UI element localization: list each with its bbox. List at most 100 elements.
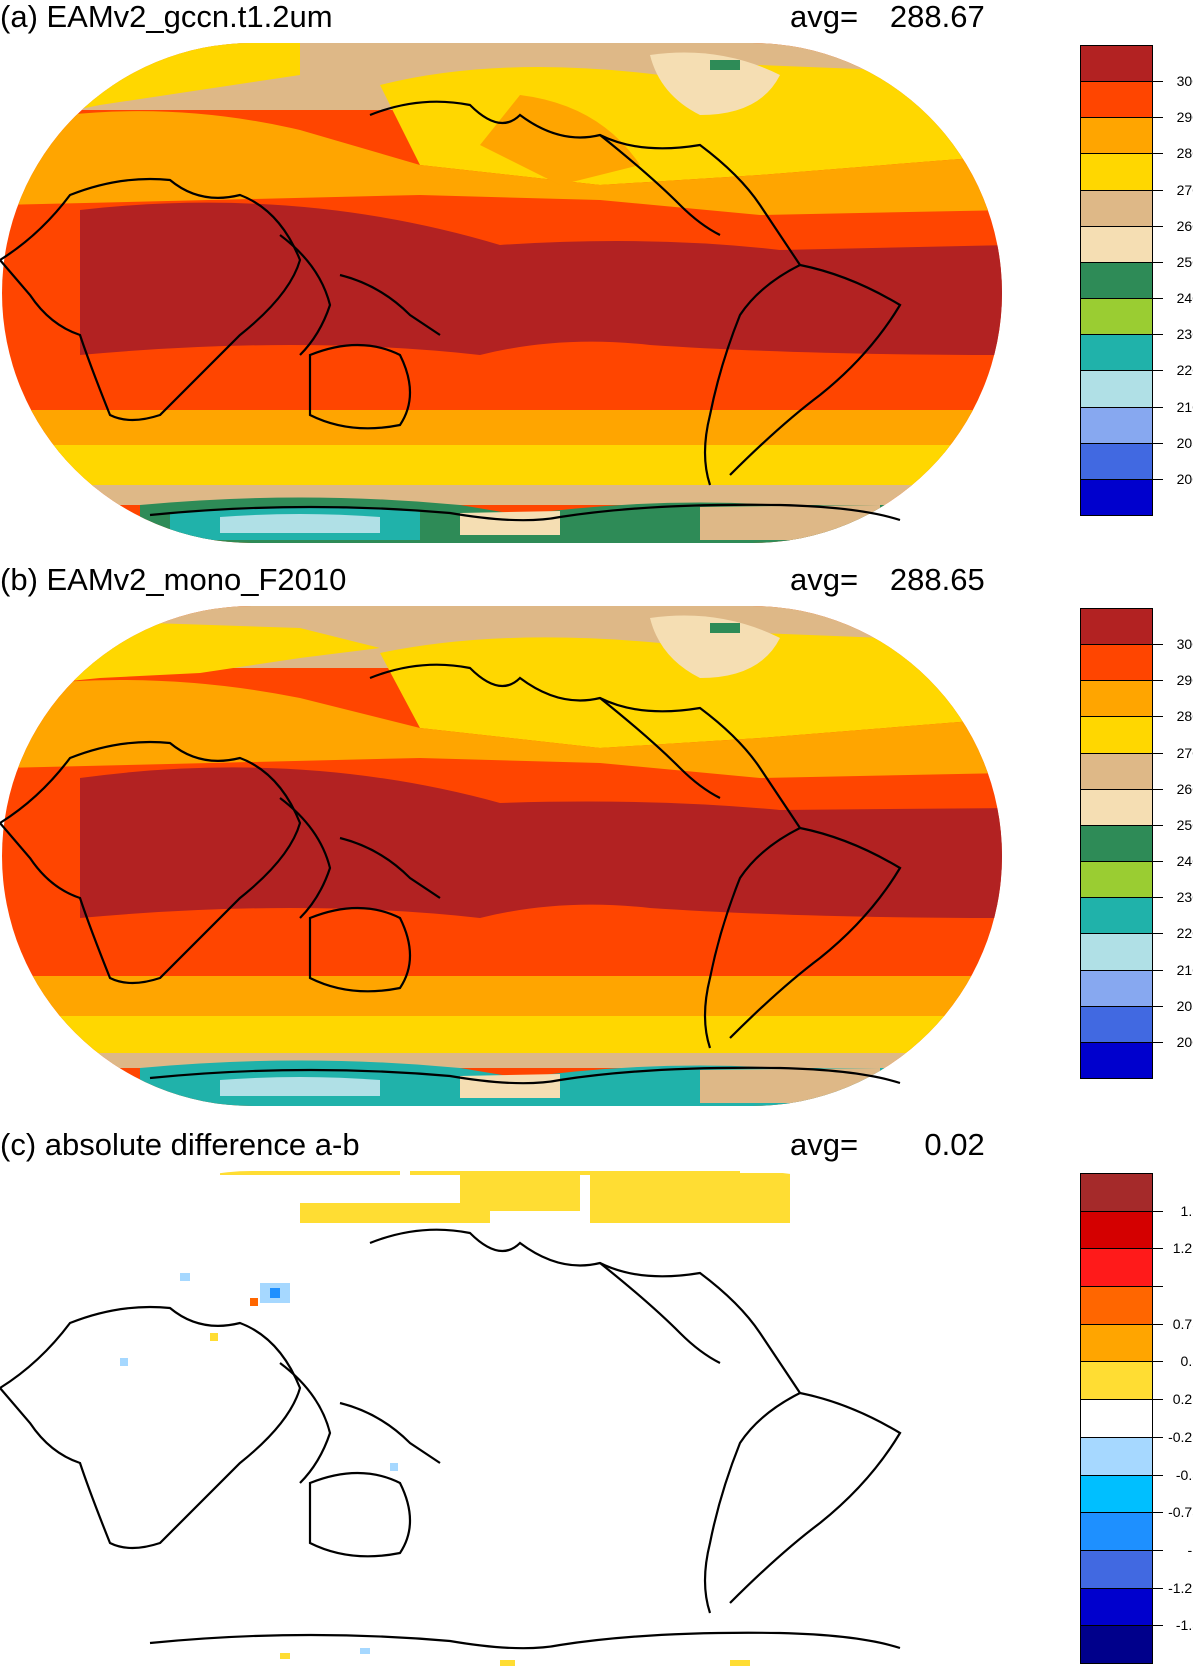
coastlines <box>0 1228 902 1650</box>
panel-average: avg= 288.67 <box>790 0 985 34</box>
colorbar-label: 270 <box>1176 744 1193 761</box>
colorbar-swatch <box>1080 298 1153 336</box>
coastlines <box>0 100 902 522</box>
colorbar-tick <box>1153 478 1163 480</box>
panel-b: (b) EAMv2_mono_F2010 avg= 288.65 <box>0 563 1193 1106</box>
colorbar-tick <box>1153 1210 1163 1212</box>
colorbar-swatch <box>1080 1248 1153 1288</box>
colorbar-swatch <box>1080 478 1153 516</box>
colorbar-tick <box>1153 261 1163 263</box>
avg-value: 288.67 <box>889 0 985 34</box>
colorbar-label: 220 <box>1176 925 1193 942</box>
colorbar-swatch <box>1080 1173 1153 1212</box>
colorbar-tick <box>1153 861 1163 863</box>
south-orange-band <box>2 976 1002 1021</box>
colorbar-tick <box>1153 1286 1163 1288</box>
colorbar-tick <box>1153 716 1163 718</box>
colorbar-label: 280 <box>1176 145 1193 162</box>
colorbar-tick <box>1153 298 1163 300</box>
colorbar-tick <box>1153 788 1163 790</box>
colorbar-swatch <box>1080 824 1153 863</box>
tropical-warm-pool <box>80 202 1002 355</box>
colorbar-swatch <box>1080 1286 1153 1325</box>
colorbar-label: 0.25 <box>1172 1391 1193 1408</box>
colorbar-tick <box>1153 1005 1163 1007</box>
colorbar-tick <box>1153 1625 1163 1627</box>
colorbar-label: 0.5 <box>1180 1353 1193 1370</box>
south-yellow-band <box>2 445 1002 490</box>
colorbar-label: 250 <box>1176 816 1193 833</box>
colorbar-tick <box>1153 644 1163 646</box>
colorbar-swatch <box>1080 897 1153 935</box>
colorbar-swatch <box>1080 1399 1153 1438</box>
colorbar-swatch <box>1080 81 1153 119</box>
avg-label: avg= <box>790 0 859 34</box>
coastlines <box>0 663 902 1085</box>
colorbar: 300 290 280 270 260 250 240 230 220 210 205 200 <box>1080 45 1193 516</box>
colorbar-swatch <box>1080 1474 1153 1514</box>
colorbar-swatch <box>1080 1323 1153 1363</box>
colorbar-tick <box>1153 406 1163 408</box>
colorbar-label: 220 <box>1176 362 1193 379</box>
colorbar-tick <box>1153 442 1163 444</box>
colorbar-tick <box>1153 824 1163 826</box>
colorbar-swatch <box>1080 861 1153 899</box>
colorbar-tick <box>1153 897 1163 899</box>
avg-value: 288.65 <box>889 562 985 597</box>
colorbar-tick <box>1153 1549 1163 1551</box>
colorbar-swatch <box>1080 1512 1153 1551</box>
colorbar-swatch <box>1080 370 1153 408</box>
colorbar-label: 300 <box>1176 73 1193 90</box>
colorbar-swatch <box>1080 153 1153 191</box>
colorbar-tick <box>1153 153 1163 155</box>
colorbar-label: 200 <box>1176 470 1193 487</box>
colorbar-label: 210 <box>1176 398 1193 415</box>
colorbar-tick <box>1153 1248 1163 1250</box>
avg-label: avg= <box>790 1127 859 1162</box>
avg-value: 0.02 <box>924 1127 985 1162</box>
colorbar-tick <box>1153 1361 1163 1363</box>
colorbar-label: -1.5 <box>1175 1617 1193 1634</box>
colorbar-label: 260 <box>1176 217 1193 234</box>
colorbar-swatch <box>1080 406 1153 444</box>
colorbar-tick <box>1153 1041 1163 1043</box>
colorbar-tick <box>1153 1436 1163 1438</box>
colorbar-swatch <box>1080 225 1153 263</box>
colorbar-swatch <box>1080 680 1153 718</box>
colorbar-tick <box>1153 752 1163 754</box>
colorbar-swatch <box>1080 608 1153 646</box>
colorbar-label: -0.75 <box>1168 1504 1193 1521</box>
colorbar-swatch <box>1080 933 1153 971</box>
colorbar-swatch <box>1080 644 1153 682</box>
colorbar-tick <box>1153 933 1163 935</box>
colorbar-swatch <box>1080 969 1153 1007</box>
colorbar-label: 240 <box>1176 853 1193 870</box>
colorbar-swatch <box>1080 1361 1153 1401</box>
colorbar-swatch <box>1080 1041 1153 1079</box>
colorbar-label: 0.75 <box>1172 1315 1193 1332</box>
colorbar-label: 290 <box>1176 109 1193 126</box>
colorbar-label: 270 <box>1176 181 1193 198</box>
colorbar-swatch <box>1080 1005 1153 1043</box>
panel-title: (a) EAMv2_gccn.t1.2um <box>0 0 333 34</box>
colorbar-swatch <box>1080 752 1153 790</box>
colorbar-swatch <box>1080 1587 1153 1627</box>
colorbar-label: 1.5 <box>1180 1202 1193 1219</box>
colorbar-label: 290 <box>1176 672 1193 689</box>
panel-average: avg= 288.65 <box>790 563 985 597</box>
colorbar-tick <box>1153 117 1163 119</box>
difference-map <box>0 1171 1002 1671</box>
temperature-map <box>0 606 1002 1106</box>
north-orange-band <box>2 111 1002 215</box>
colorbar-swatch <box>1080 334 1153 372</box>
colorbar-label: 230 <box>1176 889 1193 906</box>
colorbar-swatch <box>1080 1436 1153 1476</box>
colorbar-tick <box>1153 1587 1163 1589</box>
colorbar-swatch <box>1080 1625 1153 1664</box>
panel-a: (a) EAMv2_gccn.t1.2um avg= 288.67 <box>0 0 1193 543</box>
colorbar-label: 210 <box>1176 961 1193 978</box>
colorbar-swatch <box>1080 1549 1153 1589</box>
colorbar-tick <box>1153 1399 1163 1401</box>
south-yellow-band <box>2 1016 1002 1056</box>
colorbar-tick <box>1153 680 1163 682</box>
